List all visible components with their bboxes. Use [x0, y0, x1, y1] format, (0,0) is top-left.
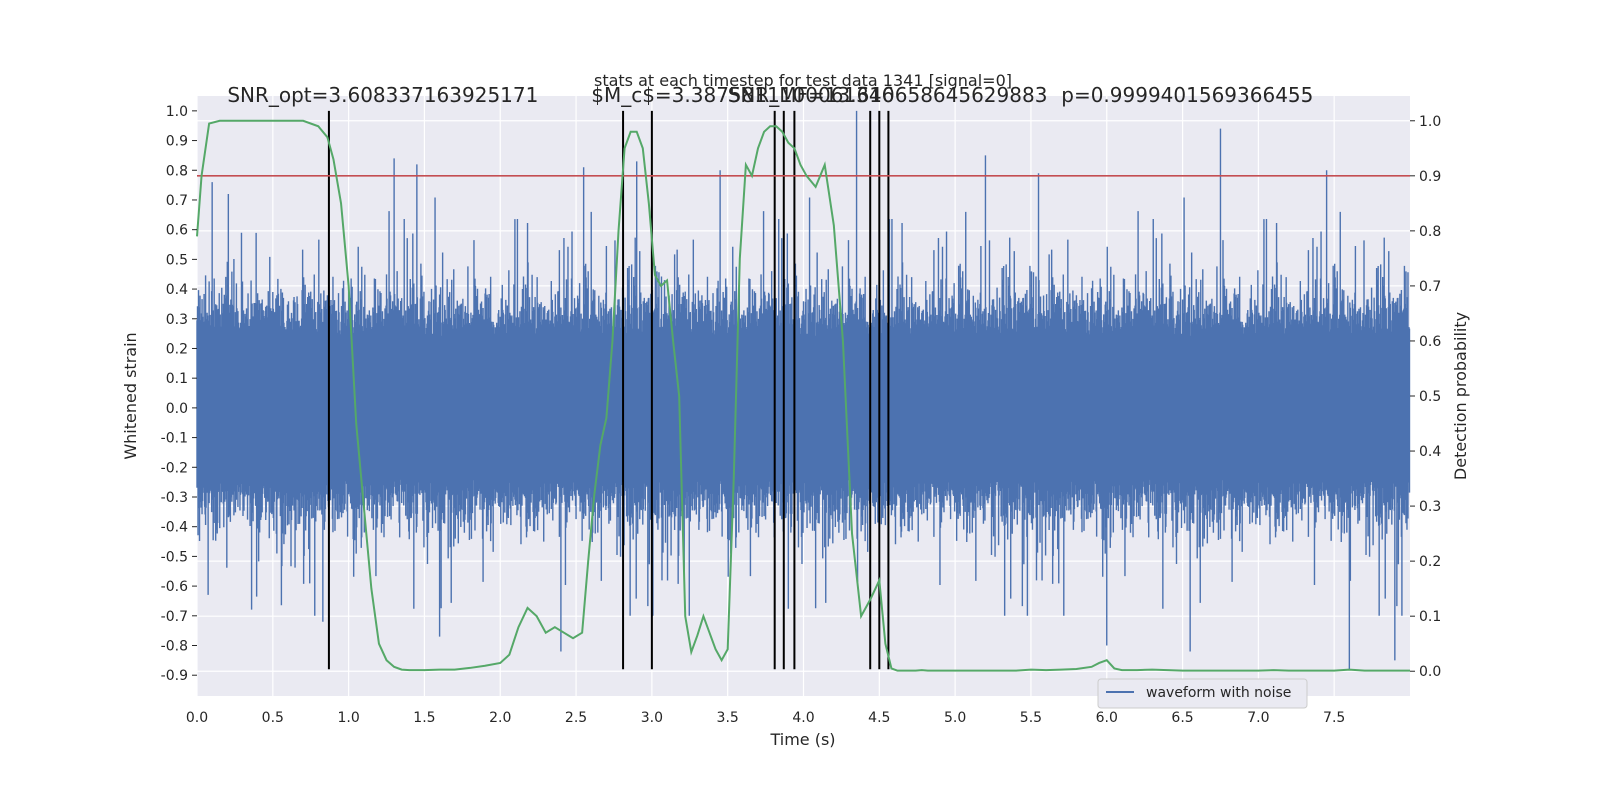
- y-tick-label: -0.6: [161, 579, 188, 595]
- annotations: SNR_opt=3.608337163925171 $M_c$=3.3875811…: [227, 83, 1313, 107]
- y-ticks: 1.0 0.9 0.8 0.7 0.6 0.5 0.4 0.3 0.2 0.1 0.0 -0.1 -0.…: [161, 104, 197, 684]
- y2-tick-label: 0.1: [1419, 609, 1441, 625]
- detection-probability-series: [196, 119, 1410, 672]
- x-tick-label: 0.5: [262, 710, 284, 726]
- stat-annotation: p=0.9999401569366455: [1061, 83, 1313, 107]
- x-axis-label: Time (s): [769, 730, 835, 749]
- x-tick-label: 3.0: [641, 710, 663, 726]
- y2-axis-label: Detection probability: [1451, 312, 1470, 480]
- x-tick-label: 7.5: [1323, 710, 1345, 726]
- chart-title: stats at each timestep for test data 134…: [594, 71, 1012, 90]
- waveform-trace: [196, 110, 1411, 670]
- x-tick-label: 5.0: [944, 710, 966, 726]
- y-tick-label: -0.5: [161, 549, 188, 565]
- y-tick-label: 0.7: [166, 193, 188, 209]
- y-tick-label: 0.4: [166, 282, 188, 298]
- x-tick-label: 3.5: [717, 710, 739, 726]
- legend-label: waveform with noise: [1146, 685, 1291, 701]
- y2-tick-label: 0.9: [1419, 169, 1441, 185]
- vertical-marker-lines: [327, 110, 890, 670]
- y2-tick-label: 0.3: [1419, 499, 1441, 515]
- x-tick-label: 1.5: [413, 710, 435, 726]
- stat-annotation: $M_c$=3.3875811100061346: [591, 83, 894, 107]
- y-tick-label: -0.8: [161, 639, 188, 655]
- x-tick-label: 4.5: [868, 710, 890, 726]
- x-tick-label: 6.5: [1171, 710, 1193, 726]
- y-tick-label: -0.9: [161, 668, 188, 684]
- y2-tick-label: 1.0: [1419, 114, 1441, 130]
- y-tick-label: 0.9: [166, 134, 188, 150]
- x-tick-label: 7.0: [1247, 710, 1269, 726]
- y-tick-label: 0.3: [166, 312, 188, 328]
- x-tick-label: 0.0: [186, 710, 208, 726]
- probability-line: [196, 119, 1410, 672]
- y-tick-label: 0.6: [166, 223, 188, 239]
- x-tick-label: 4.0: [792, 710, 814, 726]
- y-tick-label: 0.0: [166, 401, 188, 417]
- y2-ticks: 1.0 0.9 0.8 0.7 0.6 0.5 0.4 0.3 0.2 0.1 0.0: [1410, 114, 1441, 680]
- y-tick-label: 0.5: [166, 252, 188, 268]
- stat-annotation: SNR_MF=13.610658645629883: [728, 83, 1048, 107]
- y2-tick-label: 0.6: [1419, 334, 1441, 350]
- waveform-with-noise-series: [196, 110, 1411, 670]
- y-axis-label: Whitened strain: [121, 332, 140, 459]
- y2-tick-label: 0.4: [1419, 444, 1441, 460]
- stat-annotation: SNR_opt=3.608337163925171: [227, 83, 538, 107]
- y2-tick-label: 0.0: [1419, 664, 1441, 680]
- y-tick-label: -0.7: [161, 609, 188, 625]
- x-tick-label: 2.5: [565, 710, 587, 726]
- x-tick-label: 1.0: [337, 710, 359, 726]
- y-tick-label: -0.2: [161, 460, 188, 476]
- legend-box: [1097, 678, 1308, 709]
- y-tick-label: -0.1: [161, 431, 188, 447]
- legend: waveform with noise: [1097, 678, 1308, 709]
- y2-tick-label: 0.2: [1419, 554, 1441, 570]
- y-tick-label: 0.8: [166, 163, 188, 179]
- x-tick-label: 6.0: [1096, 710, 1118, 726]
- y-tick-label: -0.3: [161, 490, 188, 506]
- y2-tick-label: 0.7: [1419, 279, 1441, 295]
- x-tick-label: 5.5: [1020, 710, 1042, 726]
- y-tick-label: 0.2: [166, 341, 188, 357]
- y2-tick-label: 0.8: [1419, 224, 1441, 240]
- y-tick-label: 1.0: [166, 104, 188, 120]
- y-tick-label: 0.1: [166, 371, 188, 387]
- x-tick-label: 2.0: [489, 710, 511, 726]
- x-ticks: 0.0 0.5 1.0 1.5 2.0 2.5 3.0 3.5 4.0 4.5 5.0 5.5 6.0 6…: [186, 710, 1345, 726]
- y2-tick-label: 0.5: [1419, 389, 1441, 405]
- y-tick-label: -0.4: [161, 520, 188, 536]
